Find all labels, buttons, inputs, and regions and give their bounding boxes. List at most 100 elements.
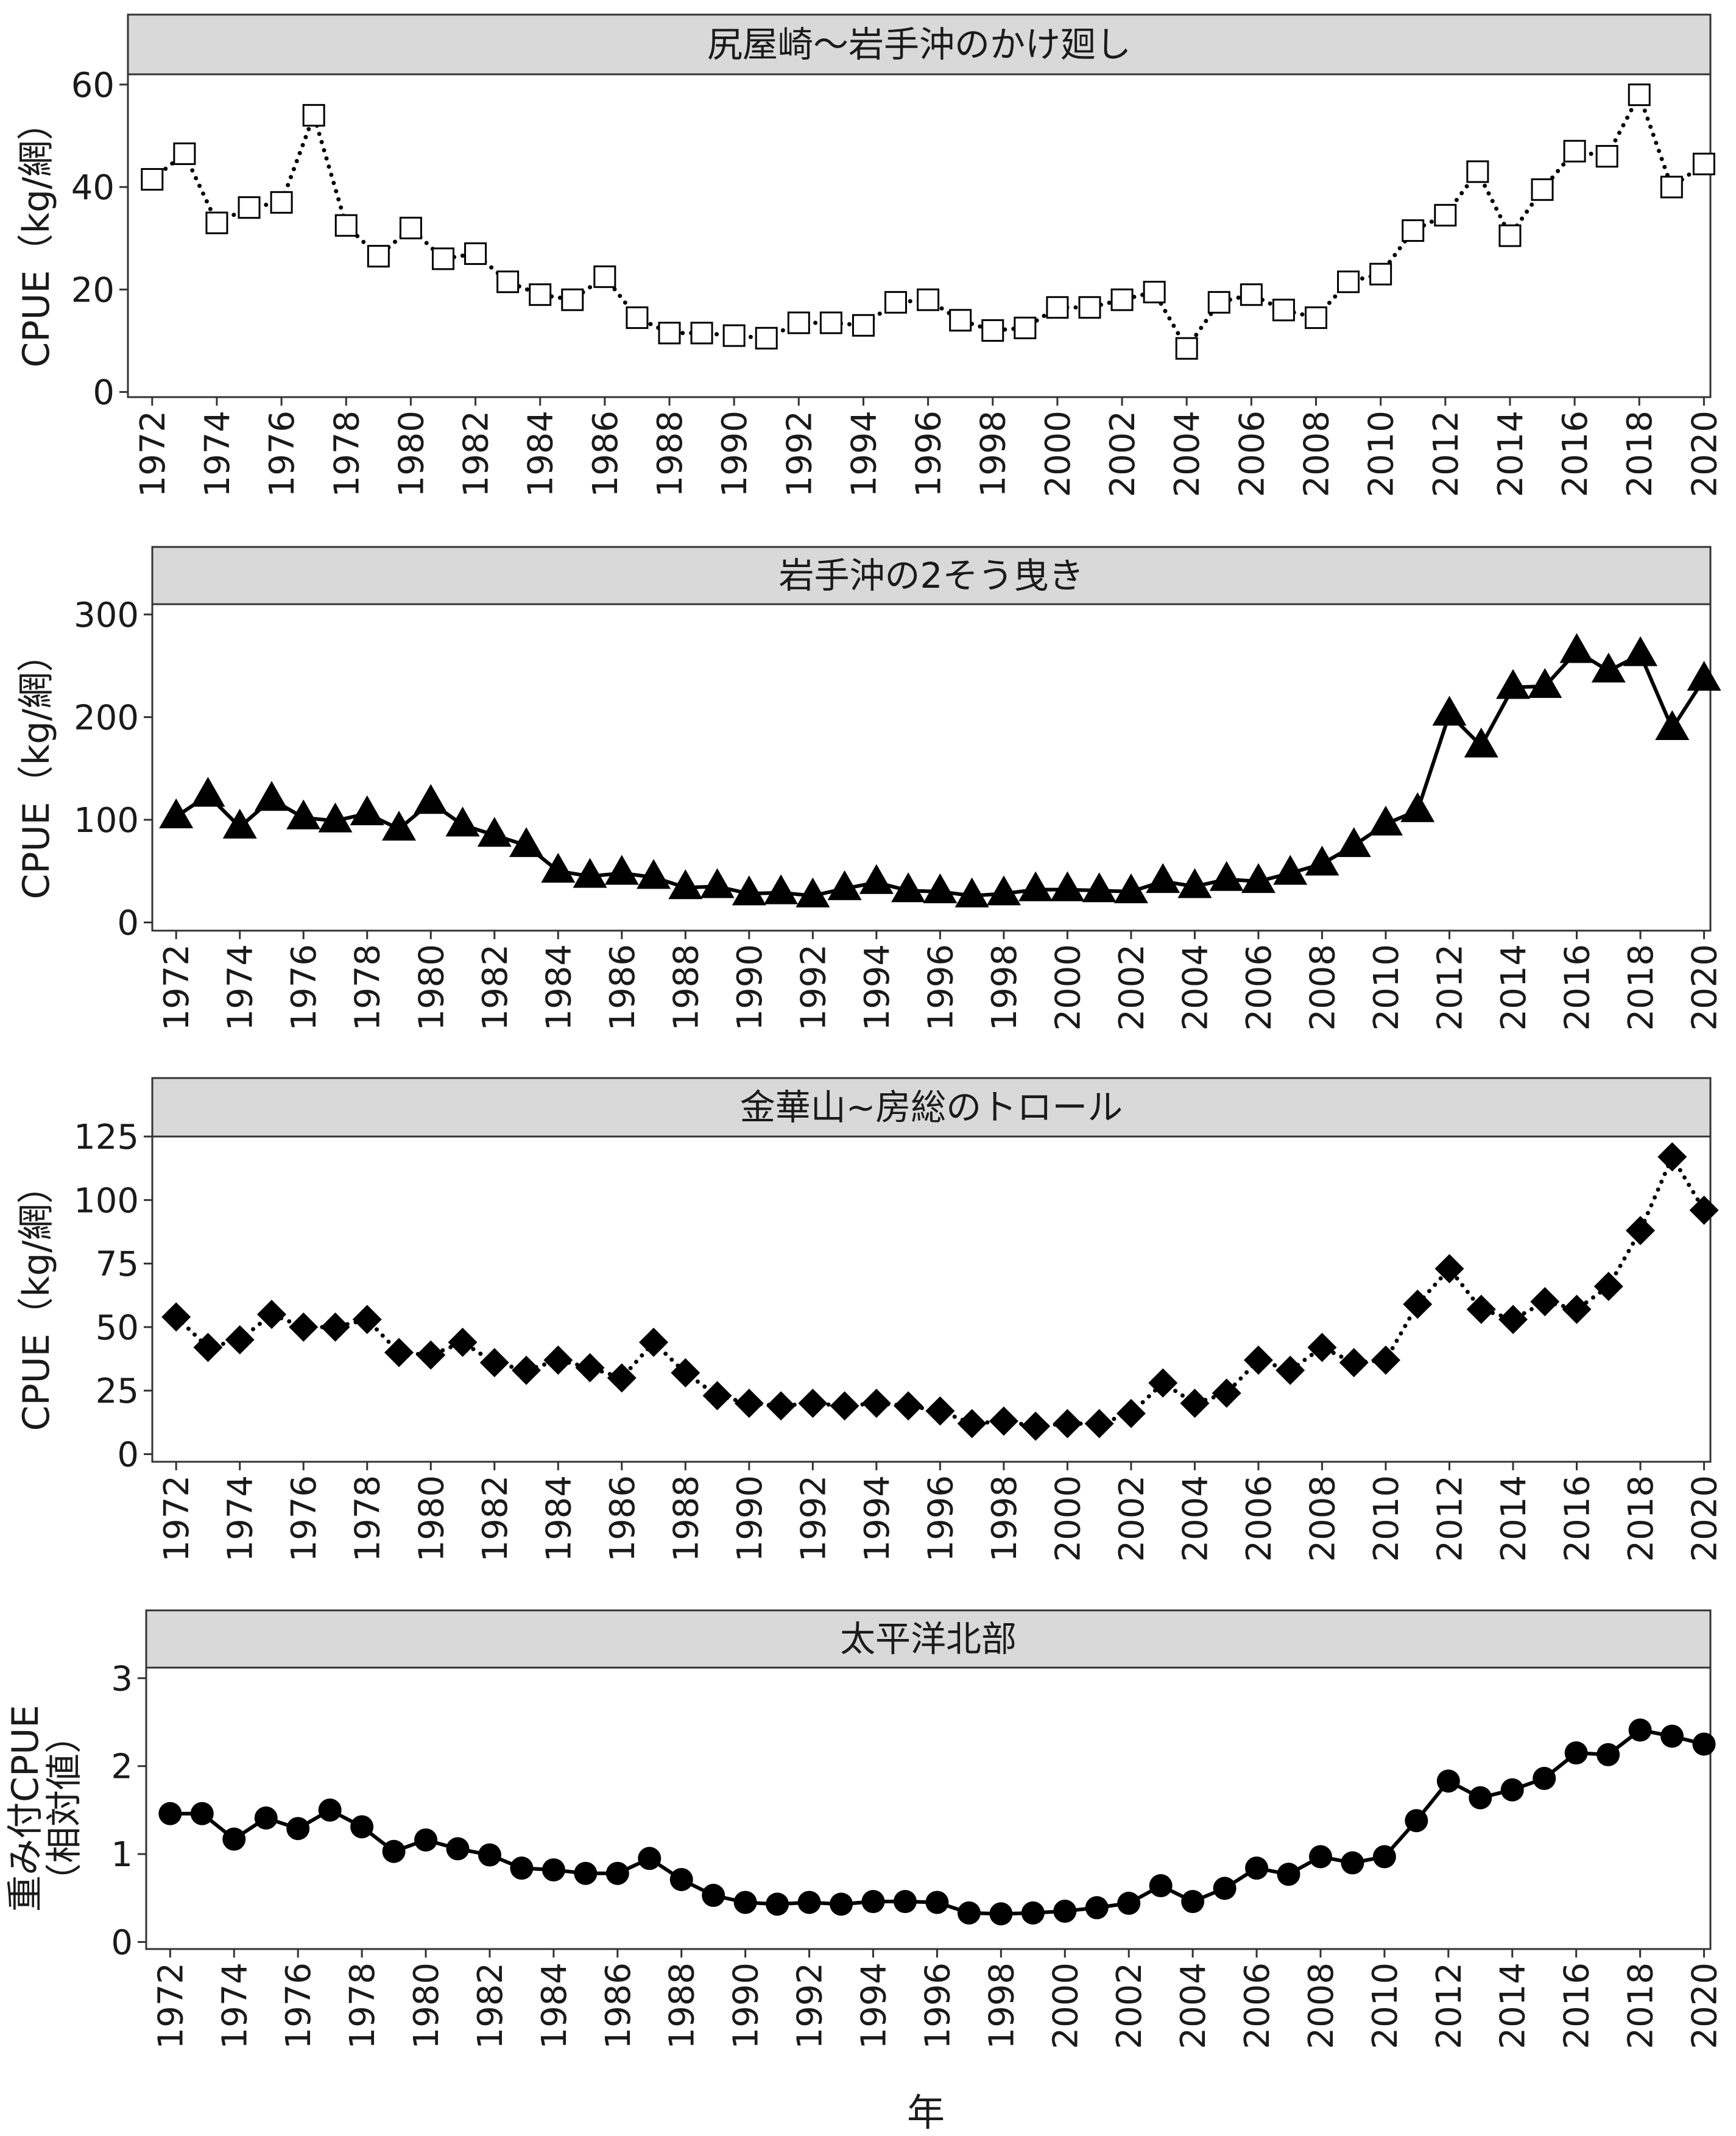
- data-point: [1687, 661, 1721, 691]
- x-tick-label: 1988: [666, 944, 706, 1031]
- data-point: [320, 1312, 350, 1342]
- data-point: [382, 1839, 406, 1863]
- data-point: [286, 799, 321, 830]
- data-point: [1403, 1289, 1433, 1319]
- data-point: [1082, 872, 1117, 903]
- data-point: [733, 1891, 757, 1914]
- data-point: [191, 777, 225, 807]
- x-tick-label: 1986: [603, 1475, 643, 1562]
- data-point: [766, 1391, 796, 1421]
- data-point: [478, 1843, 501, 1867]
- data-point: [893, 1890, 917, 1914]
- panel-border: [127, 73, 1712, 398]
- data-point: [1305, 845, 1339, 876]
- x-tick-label: 1982: [476, 944, 515, 1031]
- data-point: [1021, 1901, 1045, 1925]
- data-point: [414, 784, 448, 814]
- x-tick-label: 1988: [663, 1962, 702, 2050]
- x-tick-label: 1982: [457, 411, 496, 498]
- data-point: [690, 322, 713, 345]
- data-point: [1240, 283, 1263, 306]
- data-point: [448, 1327, 478, 1357]
- data-point: [1657, 1142, 1687, 1172]
- x-tick-label: 2000: [1048, 1475, 1088, 1562]
- data-point: [755, 326, 778, 350]
- x-tick-label: 1990: [715, 411, 755, 498]
- data-point: [669, 1867, 693, 1891]
- x-tick-label: 2004: [1174, 1962, 1213, 2050]
- data-point: [381, 811, 416, 841]
- data-point: [158, 1802, 182, 1825]
- data-point: [989, 1902, 1013, 1926]
- data-point: [671, 1358, 700, 1387]
- x-tick-label: 2016: [1558, 944, 1598, 1031]
- data-point: [798, 1389, 828, 1419]
- data-point: [1372, 1845, 1396, 1869]
- x-tick-label: 2018: [1621, 1962, 1661, 2050]
- x-tick-label: 2000: [1048, 944, 1088, 1031]
- data-point: [1241, 863, 1276, 894]
- x-tick-label: 1974: [198, 411, 238, 498]
- data-point: [1689, 1195, 1719, 1225]
- x-tick-label: 1974: [221, 944, 261, 1031]
- x-tick-label: 2008: [1303, 1475, 1343, 1562]
- y-tick-label: 0: [111, 1923, 133, 1962]
- x-tick-label: 2016: [1558, 1962, 1597, 2050]
- data-point: [205, 211, 228, 234]
- x-tick-label: 1988: [651, 411, 690, 498]
- x-tick-label: 2020: [1685, 1475, 1725, 1562]
- data-point: [796, 877, 830, 908]
- data-point: [830, 1892, 853, 1916]
- panel-strip: [145, 1609, 1712, 1669]
- data-point: [981, 319, 1004, 342]
- x-tick-label: 1974: [221, 1475, 261, 1562]
- y-tick-label: 25: [96, 1372, 139, 1411]
- data-point: [861, 1890, 885, 1914]
- x-tick-label: 2018: [1621, 1475, 1661, 1562]
- data-point: [637, 859, 671, 889]
- x-tick-label: 2012: [1427, 411, 1466, 498]
- x-tick-label: 1976: [284, 944, 324, 1031]
- data-point: [445, 806, 480, 837]
- data-point: [543, 1345, 573, 1375]
- data-point: [1369, 263, 1392, 286]
- data-point: [416, 1340, 446, 1370]
- data-point: [1078, 296, 1101, 319]
- x-tick-label: 1994: [858, 1475, 897, 1562]
- data-point: [1595, 145, 1618, 168]
- x-tick-label: 2016: [1556, 411, 1595, 498]
- data-point: [1339, 1348, 1369, 1378]
- data-point: [1053, 1409, 1082, 1439]
- data-point: [1628, 83, 1651, 107]
- x-tick-label: 1972: [157, 944, 197, 1031]
- data-point: [797, 1891, 821, 1914]
- x-tick-label: 1994: [858, 944, 897, 1031]
- data-point: [1466, 1294, 1496, 1324]
- data-point: [1084, 1409, 1114, 1439]
- x-tick-label: 2016: [1558, 1475, 1598, 1562]
- x-tick-label: 1992: [780, 411, 819, 498]
- data-point: [575, 1353, 605, 1383]
- y-tick-label: 0: [117, 1435, 139, 1475]
- data-point: [431, 247, 454, 270]
- data-point: [509, 827, 544, 858]
- x-tick-label: 1978: [348, 944, 388, 1031]
- data-point: [1116, 1398, 1146, 1428]
- x-tick-label: 1996: [921, 1475, 961, 1562]
- panel-4: 太平洋北部 0 1 2 3 1972 1974 1976 1978 1980 1982 1984 198…: [4, 1609, 1725, 2050]
- y-tick-label: 300: [74, 596, 139, 635]
- series-line: [174, 1154, 1706, 1429]
- data-point: [334, 214, 358, 237]
- data-point: [573, 858, 607, 888]
- y-tick-label: 40: [71, 168, 115, 208]
- data-point: [302, 104, 325, 127]
- data-point: [734, 1389, 764, 1419]
- x-tick-label: 2018: [1620, 411, 1660, 498]
- data-point: [1559, 633, 1594, 663]
- data-point: [1277, 1863, 1300, 1886]
- x-tick-label: 2002: [1103, 411, 1143, 498]
- x-tick-label: 2006: [1240, 944, 1279, 1031]
- data-point: [702, 1883, 725, 1907]
- data-point: [529, 283, 552, 306]
